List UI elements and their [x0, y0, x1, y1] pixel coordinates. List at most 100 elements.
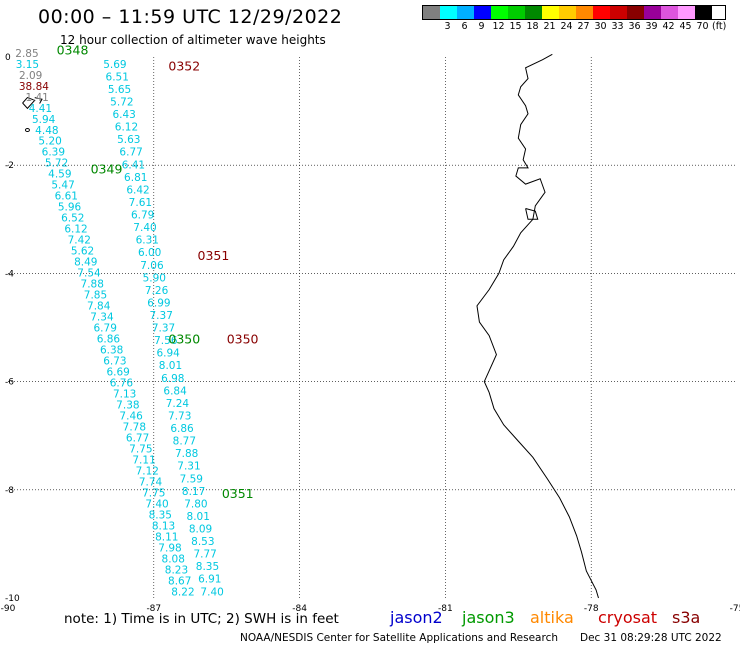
track-b-value: 6.99 [147, 297, 170, 309]
track-b-value: 6.12 [115, 122, 138, 134]
scale-label: 39 [645, 21, 658, 32]
scale-swatch [644, 6, 661, 19]
track-a-value: 7.13 [113, 388, 136, 400]
pass-time-labels: 0348 0352 0349 0351 0350 0350 0351 [57, 42, 259, 501]
track-a-value: 6.79 [94, 323, 117, 335]
track-a-value: 6.12 [64, 224, 87, 236]
scale-label: 27 [577, 21, 590, 32]
wave-height-color-scale: 3 6 9 12 15 18 21 24 27 30 33 36 39 42 45 70 (ft) [422, 5, 727, 32]
scale-label: 6 [461, 21, 468, 32]
track-a-value: 2.09 [19, 70, 42, 82]
track-b-value: 6.86 [170, 423, 194, 435]
map-grid [8, 57, 737, 598]
track-a-value: 8.11 [155, 531, 178, 543]
pass-time-label: 0351 [222, 486, 254, 501]
track-a-value: 7.74 [139, 476, 163, 488]
scale-swatch [525, 6, 542, 19]
track-a-value: 3.15 [16, 59, 39, 71]
puna-island [525, 207, 539, 220]
track-b-value: 6.51 [106, 71, 129, 83]
track-b-value: 5.69 [103, 59, 126, 71]
track-a-value: 8.08 [162, 553, 185, 565]
track-a-value: 7.12 [136, 465, 159, 477]
pass-time-label: 0351 [198, 248, 230, 263]
galapagos-island [24, 128, 30, 133]
track-b-value: 5.72 [110, 96, 133, 108]
scale-swatch [491, 6, 508, 19]
scale-swatch [627, 6, 644, 19]
track-b-value: 5.90 [143, 272, 166, 284]
track-b-value: 6.42 [126, 184, 149, 196]
lon-tick-label: -90 [1, 604, 16, 614]
pass-time-label: 0352 [168, 59, 200, 74]
track-a-value: 7.11 [132, 454, 155, 466]
lon-tick-label: -75 [730, 604, 740, 614]
lat-tick-label: -8 [5, 486, 14, 496]
track-a-value: 8.35 [149, 509, 172, 521]
legend-cryosat: cryosat [598, 608, 658, 627]
track-a-value: 5.62 [71, 246, 94, 258]
scale-label: 15 [509, 21, 522, 32]
lon-tick-label: -81 [438, 604, 453, 614]
track-b-value: 6.84 [163, 385, 187, 397]
track-a-value: 8.67 [168, 575, 191, 587]
track-a-value: 7.78 [123, 421, 146, 433]
track-b-value: 6.98 [161, 373, 184, 385]
track-a-value: 6.61 [55, 191, 78, 203]
scale-label: 12 [492, 21, 505, 32]
galapagos-island [22, 96, 36, 110]
lon-tick-label: -87 [146, 604, 161, 614]
track-b-value: 6.31 [136, 235, 159, 247]
track-b-value: 8.17 [182, 486, 205, 498]
scale-label: 21 [543, 21, 556, 32]
scale-label: 24 [560, 21, 573, 32]
track-b-value: 7.59 [180, 473, 203, 485]
track-a-value: 4.59 [48, 169, 71, 181]
track-b-value: 7.37 [152, 323, 175, 335]
scale-label [422, 21, 439, 32]
scale-swatch [457, 6, 474, 19]
scale-label: 18 [526, 21, 539, 32]
scale-swatch [610, 6, 627, 19]
generated-timestamp: Dec 31 08:29:28 UTC 2022 [580, 632, 722, 644]
track-b-value: 6.00 [138, 247, 161, 259]
track-a-value: 6.69 [106, 367, 129, 379]
pass-time-label: 0349 [91, 161, 123, 176]
scale-swatch [542, 6, 559, 19]
lon-tick-label: -78 [584, 604, 599, 614]
track-b-value: 7.26 [145, 285, 169, 297]
track-b-value: 6.94 [156, 348, 180, 360]
scale-label: 45 [679, 21, 692, 32]
track-a-value: 5.20 [38, 136, 61, 148]
track-a-value: 5.47 [51, 180, 74, 192]
scale-label: 42 [662, 21, 675, 32]
track-a-value: 4.41 [29, 103, 52, 115]
track-b-value: 7.06 [140, 260, 164, 272]
track-b-value: 6.41 [122, 159, 145, 171]
track-b-value: 7.77 [193, 549, 216, 561]
track-b-value: 6.43 [112, 109, 135, 121]
track-a-value: 6.86 [97, 334, 121, 346]
track-a-value: 7.34 [90, 312, 114, 324]
scale-label: 36 [628, 21, 641, 32]
track-a-value: 7.42 [68, 235, 91, 247]
track-a-value: 5.96 [58, 202, 82, 214]
legend-s3a: s3a [672, 608, 701, 627]
track-a-value: 8.23 [165, 564, 188, 576]
page-title: 00:00 – 11:59 UTC 12/29/2022 [38, 6, 343, 28]
lat-tick-label: -4 [5, 269, 14, 279]
track-a-value: 5.72 [45, 158, 68, 170]
track-b-value: 8.53 [191, 536, 214, 548]
track-b-value: 6.79 [131, 210, 154, 222]
track-b-value: 5.63 [117, 134, 140, 146]
track-a-value: 7.98 [158, 542, 181, 554]
legend-jason3: jason3 [462, 608, 515, 627]
track-a-value: 7.75 [129, 443, 152, 455]
coastline [22, 53, 599, 599]
track-a-value: 6.38 [100, 345, 123, 357]
pass-time-label: 0350 [168, 332, 200, 347]
track-a-value: 6.52 [61, 213, 84, 225]
scale-swatch [474, 6, 491, 19]
track-b-value: 7.31 [177, 461, 200, 473]
scale-swatch [508, 6, 525, 19]
